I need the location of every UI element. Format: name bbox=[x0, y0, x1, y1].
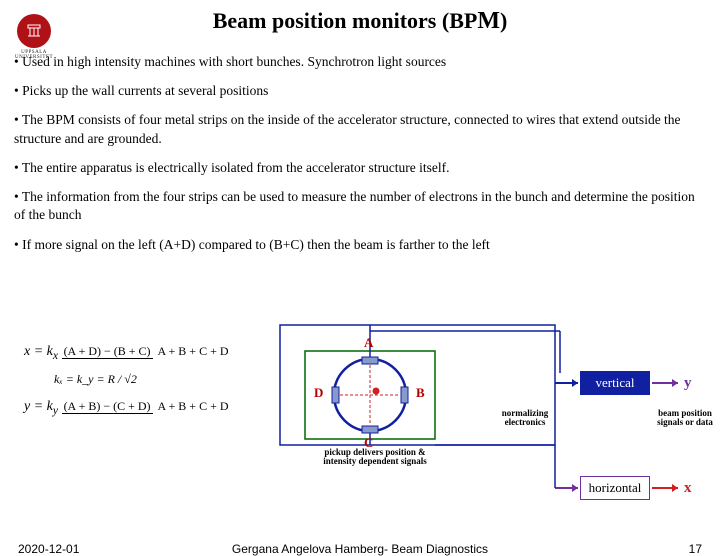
formula-k: kₓ = k_y = R / √2 bbox=[54, 372, 231, 387]
title-m: M bbox=[477, 8, 500, 34]
formula-x: x = kx (A + D) − (B + C) A + B + C + D bbox=[24, 344, 231, 362]
bullet-item: • Used in high intensity machines with s… bbox=[14, 53, 706, 71]
title-pre: Beam position monitors (BP bbox=[213, 8, 478, 33]
vertical-box: vertical bbox=[580, 371, 650, 395]
bpm-label: beam position signals or data bbox=[655, 409, 715, 428]
slide-title: Beam position monitors (BPM) bbox=[0, 8, 720, 35]
footer-author: Gergana Angelova Hamberg- Beam Diagnosti… bbox=[0, 542, 720, 556]
node-d: D bbox=[314, 385, 323, 401]
node-a: A bbox=[364, 335, 373, 351]
bullet-list: • Used in high intensity machines with s… bbox=[14, 53, 706, 254]
x-axis-label: x bbox=[684, 480, 692, 497]
bullet-item: • The information from the four strips c… bbox=[14, 188, 706, 224]
uppsala-logo: UPPSALA UNIVERSITET bbox=[12, 14, 56, 58]
logo-text: UPPSALA UNIVERSITET bbox=[12, 50, 56, 60]
pickup-label: pickup delivers position & intensity dep… bbox=[320, 448, 430, 467]
footer-page: 17 bbox=[689, 542, 702, 556]
logo-seal bbox=[17, 14, 51, 48]
formula-block: x = kx (A + D) − (B + C) A + B + C + D k… bbox=[24, 344, 231, 427]
title-post: ) bbox=[500, 8, 507, 33]
bullet-item: • The entire apparatus is electrically i… bbox=[14, 159, 706, 177]
bullet-item: • Picks up the wall currents at several … bbox=[14, 82, 706, 100]
y-axis-label: y bbox=[684, 375, 692, 392]
bullet-item: • If more signal on the left (A+D) compa… bbox=[14, 236, 706, 254]
norm-label: normalizing electronics bbox=[490, 409, 560, 428]
formula-y: y = ky (A + B) − (C + D) A + B + C + D bbox=[24, 399, 231, 417]
horizontal-box: horizontal bbox=[580, 476, 650, 500]
node-b: B bbox=[416, 385, 425, 401]
bpm-diagram: A B C D vertical horizontal y x pickup d… bbox=[260, 313, 710, 513]
bullet-item: • The BPM consists of four metal strips … bbox=[14, 111, 706, 147]
